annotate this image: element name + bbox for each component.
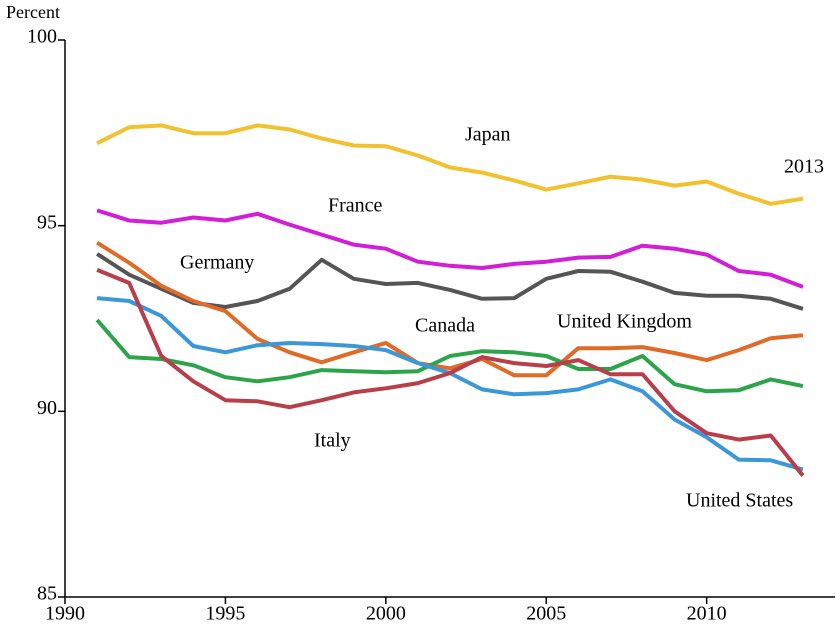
y-axis-label: Percent bbox=[6, 2, 60, 22]
series-label: Italy bbox=[314, 430, 351, 452]
x-tick-label: 2000 bbox=[366, 603, 406, 625]
annotation: 2013 bbox=[784, 156, 824, 178]
y-tick-label: 90 bbox=[37, 397, 57, 419]
x-tick-label: 1995 bbox=[205, 603, 245, 625]
series-label: France bbox=[328, 195, 383, 217]
y-tick-label: 85 bbox=[37, 583, 57, 605]
y-tick-label: 95 bbox=[37, 211, 57, 233]
y-tick-label: 100 bbox=[27, 26, 57, 48]
series-line bbox=[96, 241, 804, 378]
series-label: Germany bbox=[180, 252, 254, 274]
series-line bbox=[96, 123, 804, 206]
series-line bbox=[96, 252, 804, 311]
x-tick-label: 2010 bbox=[687, 603, 727, 625]
series-label: United States bbox=[686, 490, 793, 512]
series-line bbox=[95, 318, 804, 394]
x-tick-label: 1990 bbox=[45, 603, 85, 625]
x-tick-label: 2005 bbox=[526, 603, 566, 625]
series-line bbox=[96, 208, 804, 289]
series-label: Canada bbox=[415, 315, 475, 337]
series-label: United Kingdom bbox=[557, 311, 692, 333]
series-line bbox=[96, 268, 805, 477]
series-label: Japan bbox=[465, 124, 511, 146]
